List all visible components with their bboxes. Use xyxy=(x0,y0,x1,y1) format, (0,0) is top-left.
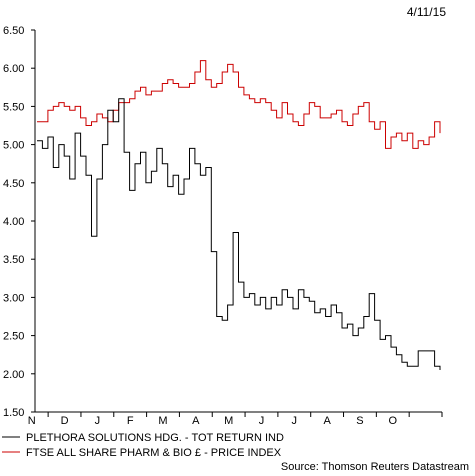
y-tick-label: 5.50 xyxy=(3,101,24,113)
y-tick-label: 2.50 xyxy=(3,331,24,343)
y-tick-label: 6.50 xyxy=(3,25,24,37)
x-tick-label: M xyxy=(158,415,167,427)
y-tick-label: 4.50 xyxy=(3,178,24,190)
y-tick-label: 2.00 xyxy=(3,369,24,381)
x-tick-label: S xyxy=(356,415,363,427)
x-tick-label: O xyxy=(388,415,397,427)
y-tick-label: 5.00 xyxy=(3,140,24,152)
x-tick-label: A xyxy=(323,415,331,427)
x-tick-label: M xyxy=(224,415,233,427)
y-tick-label: 1.50 xyxy=(3,407,24,419)
x-tick-label: N xyxy=(28,415,36,427)
chart-date: 4/11/15 xyxy=(406,5,446,19)
x-tick-label: J xyxy=(292,415,298,427)
series-line-2 xyxy=(37,60,441,149)
y-tick-label: 3.50 xyxy=(3,254,24,266)
y-tick-label: 6.00 xyxy=(3,63,24,75)
x-tick-label: D xyxy=(61,415,69,427)
series-line-1 xyxy=(37,98,441,370)
source-note: Source: Thomson Reuters Datastream xyxy=(281,461,469,473)
legend-label: FTSE ALL SHARE PHARM & BIO £ - PRICE IND… xyxy=(26,447,282,459)
x-tick-label: F xyxy=(127,415,134,427)
x-tick-label: J xyxy=(95,415,101,427)
y-tick-label: 3.00 xyxy=(3,292,24,304)
x-tick-label: J xyxy=(259,415,265,427)
legend-label: PLETHORA SOLUTIONS HDG. - TOT RETURN IND xyxy=(26,432,284,444)
x-tick-label: A xyxy=(192,415,200,427)
y-tick-label: 4.00 xyxy=(3,216,24,228)
